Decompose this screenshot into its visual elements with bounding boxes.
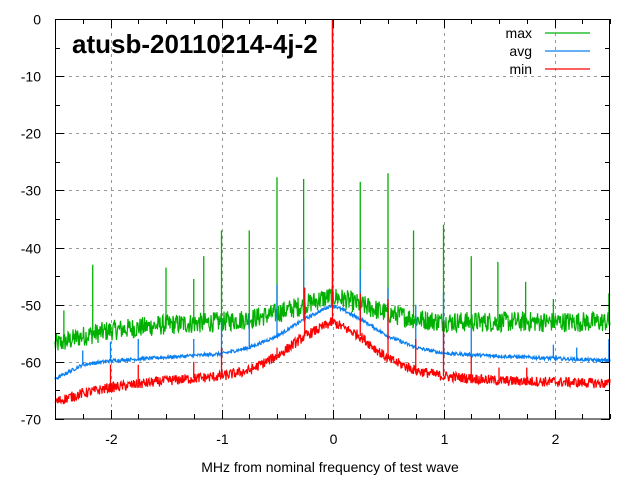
x-tick-label: -1 [216,431,229,447]
y-tick-label: -10 [21,69,41,85]
x-tick-label: 2 [552,431,560,447]
y-tick-label: -20 [21,126,41,142]
legend-label-min: min [509,61,532,77]
legend: max avg min [506,25,590,77]
series-layer [54,19,611,405]
series-min [54,19,611,405]
y-tick-label: -30 [21,183,41,199]
y-tick-label: -70 [21,412,41,428]
legend-label-avg: avg [509,43,532,59]
y-tick-label: 0 [33,12,41,28]
axis-ticks: 0-10-20-30-40-50-60-70-2 -1 0 1 2 [21,12,611,447]
x-tick-label: 1 [441,431,449,447]
x-axis-label: MHz from nominal frequency of test wave [201,459,459,475]
x-tick-label: 0 [330,431,338,447]
legend-label-max: max [506,25,532,41]
y-tick-label: -60 [21,355,41,371]
y-tick-label: -40 [21,241,41,257]
grid [55,19,610,419]
x-tick-label: -2 [105,431,118,447]
chart-title: atusb-20110214-4j-2 [72,29,318,59]
y-tick-label: -50 [21,298,41,314]
